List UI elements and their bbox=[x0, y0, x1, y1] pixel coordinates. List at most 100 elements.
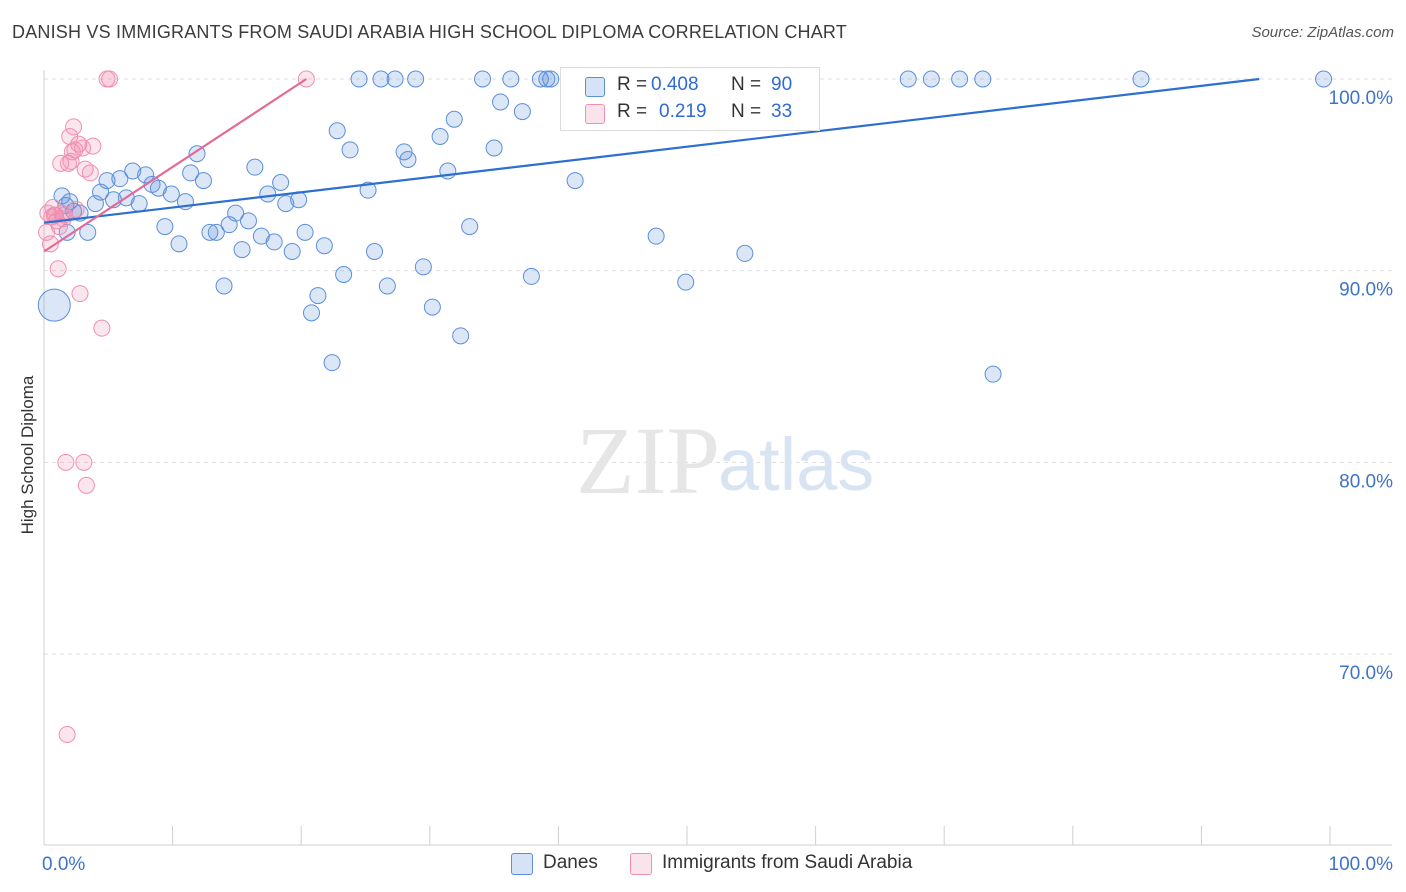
danes-point bbox=[366, 243, 384, 260]
danes-point bbox=[359, 181, 377, 199]
danes-point bbox=[137, 166, 155, 184]
saudi-point bbox=[41, 235, 59, 253]
saudi-point bbox=[65, 118, 83, 136]
danes-point bbox=[399, 151, 417, 168]
saudi-point bbox=[84, 137, 102, 155]
saudi-point bbox=[77, 476, 95, 494]
y-tick-label-3: 70.0% bbox=[1339, 663, 1393, 684]
danes-point bbox=[531, 70, 549, 88]
trend-lines bbox=[43, 77, 1260, 253]
danes-point bbox=[407, 70, 425, 88]
danes-point bbox=[283, 243, 301, 260]
danes-point bbox=[542, 70, 560, 88]
source-label: Source: ZipAtlas.com bbox=[1251, 24, 1394, 41]
danes-points bbox=[37, 70, 1333, 383]
danes-point bbox=[98, 172, 116, 190]
danes-point bbox=[461, 218, 479, 236]
danes-point bbox=[485, 139, 503, 157]
danes-point bbox=[265, 233, 283, 251]
danes-point bbox=[423, 298, 441, 316]
danes-point bbox=[309, 287, 327, 305]
y-axis-label: High School Diploma bbox=[18, 375, 37, 535]
danes-swatch bbox=[585, 77, 605, 97]
saudi-r-value: 0.219 bbox=[659, 101, 707, 122]
x-tick-label-1: 100.0% bbox=[1329, 854, 1394, 875]
chart-title: DANISH VS IMMIGRANTS FROM SAUDI ARABIA H… bbox=[12, 22, 847, 42]
danes-point bbox=[124, 162, 142, 180]
danes-point bbox=[194, 172, 212, 190]
danes-point bbox=[372, 70, 390, 88]
danes-point bbox=[538, 70, 556, 88]
danes-r-label: R = bbox=[617, 74, 648, 95]
danes-point bbox=[341, 141, 359, 159]
saudi-point bbox=[58, 726, 76, 743]
danes-point bbox=[378, 277, 396, 295]
y-tick-label-0: 100.0% bbox=[1329, 88, 1394, 109]
watermark-zip: ZIP bbox=[576, 407, 720, 514]
saudi-point bbox=[75, 453, 93, 471]
danes-point bbox=[922, 70, 940, 88]
danes-point bbox=[647, 227, 665, 245]
danes-trend-line bbox=[43, 77, 1260, 224]
danes-point bbox=[215, 277, 233, 295]
axes bbox=[43, 70, 1392, 846]
danes-point bbox=[736, 244, 754, 262]
danes-point bbox=[259, 185, 277, 203]
watermark: ZIP atlas bbox=[576, 407, 874, 514]
legend-label-danes: Danes bbox=[543, 852, 598, 873]
danes-point bbox=[502, 70, 520, 88]
tick-labels: 100.0% 90.0% 80.0% 70.0% 0.0% 100.0% bbox=[42, 88, 1393, 875]
danes-point bbox=[974, 70, 992, 88]
danes-point bbox=[335, 266, 353, 283]
danes-point bbox=[156, 218, 174, 236]
danes-point bbox=[414, 258, 432, 276]
y-tick-label-1: 90.0% bbox=[1339, 280, 1393, 301]
danes-point bbox=[1132, 70, 1150, 88]
danes-point bbox=[201, 223, 219, 241]
danes-n-value: 90 bbox=[771, 74, 793, 95]
danes-point bbox=[246, 158, 264, 176]
danes-point bbox=[111, 170, 129, 188]
danes-point bbox=[182, 164, 200, 182]
danes-point bbox=[162, 185, 180, 203]
danes-point bbox=[323, 354, 341, 372]
danes-point bbox=[452, 327, 470, 345]
saudi-point bbox=[57, 453, 75, 471]
danes-point bbox=[239, 212, 257, 230]
watermark-atlas: atlas bbox=[718, 423, 874, 506]
danes-point bbox=[233, 241, 251, 259]
saudi-point bbox=[93, 319, 111, 337]
x-tick-label-0: 0.0% bbox=[42, 854, 85, 875]
y-tick-label-2: 80.0% bbox=[1339, 471, 1393, 492]
danes-point bbox=[328, 122, 346, 140]
danes-point bbox=[37, 288, 71, 322]
legend-swatch-danes bbox=[511, 853, 533, 875]
saudi-swatch bbox=[585, 104, 605, 124]
saudi-points bbox=[38, 70, 315, 743]
saudi-r-label: R = bbox=[617, 101, 648, 122]
danes-point bbox=[315, 237, 333, 255]
danes-point bbox=[302, 304, 320, 322]
danes-point bbox=[513, 103, 531, 121]
danes-point bbox=[207, 223, 225, 241]
danes-point bbox=[296, 223, 314, 241]
saudi-point bbox=[67, 200, 85, 218]
gridlines bbox=[44, 78, 1392, 655]
danes-point bbox=[522, 267, 540, 285]
danes-point bbox=[984, 365, 1002, 383]
danes-point bbox=[170, 235, 188, 253]
danes-point bbox=[431, 128, 449, 145]
danes-point bbox=[951, 70, 969, 88]
legend-label-saudi: Immigrants from Saudi Arabia bbox=[662, 852, 913, 873]
danes-point bbox=[566, 172, 584, 190]
danes-point bbox=[492, 93, 510, 111]
saudi-point bbox=[81, 164, 99, 182]
danes-point bbox=[1315, 70, 1333, 88]
danes-n-label: N = bbox=[731, 74, 762, 95]
saudi-point bbox=[74, 139, 92, 157]
danes-point bbox=[188, 145, 206, 163]
danes-point bbox=[677, 273, 695, 291]
danes-point bbox=[227, 204, 245, 222]
danes-point bbox=[395, 143, 413, 161]
